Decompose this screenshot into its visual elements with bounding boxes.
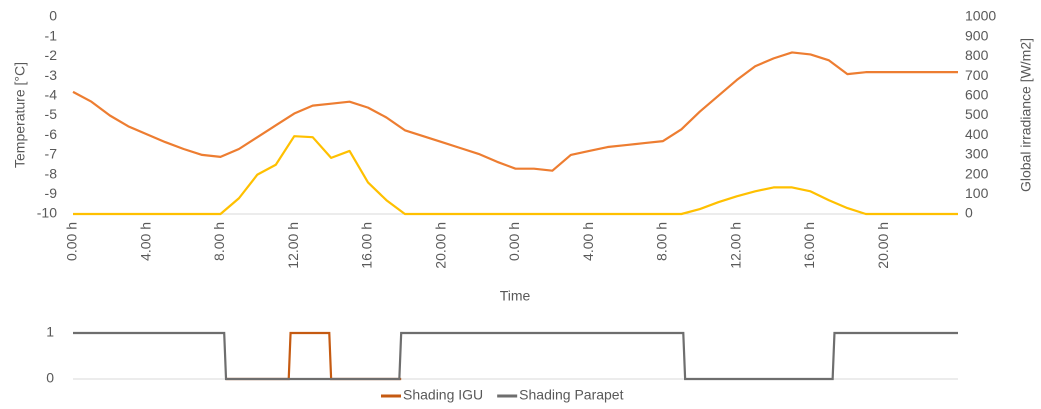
legend-label: Shading IGU [403, 387, 483, 403]
y-tick-label: -3 [45, 67, 58, 83]
y2-axis-title: Global irradiance [W/m2] [1018, 38, 1034, 192]
y2-tick-label: 800 [965, 47, 989, 63]
y-tick-label: -4 [45, 87, 58, 103]
x-tick-label: 12.00 h [727, 222, 743, 269]
y2-tick-label: 500 [965, 106, 989, 122]
data-line [73, 135, 958, 216]
x-tick-label: 4.00 h [580, 222, 596, 261]
y2-tick-label: 0 [965, 205, 973, 221]
y2-tick-label: 300 [965, 146, 989, 162]
x-tick-label: 16.00 h [801, 222, 817, 269]
y-tick-label: -8 [45, 165, 58, 181]
x-tick-label: 0.00 h [506, 222, 522, 261]
y2-tick-label: 200 [965, 165, 989, 181]
y-tick-label: 0 [49, 8, 57, 24]
y-axis-title: Temperature [°C] [12, 62, 28, 168]
y-tick-label: 0 [46, 370, 54, 386]
y-tick-label: -5 [45, 106, 58, 122]
legend-label: Shading Parapet [519, 387, 623, 403]
y2-tick-label: 600 [965, 87, 989, 103]
y-tick-label: -10 [37, 205, 57, 221]
y-tick-label: 1 [46, 324, 54, 340]
y-tick-label: -1 [45, 27, 58, 43]
y-tick-label: -7 [45, 146, 58, 162]
data-line [73, 331, 958, 381]
x-tick-label: 20.00 h [432, 222, 448, 269]
x-tick-label: 20.00 h [875, 222, 891, 269]
data-line [226, 331, 402, 381]
y-tick-label: -9 [45, 185, 58, 201]
y2-tick-label: 1000 [965, 8, 996, 24]
y-tick-label: -2 [45, 47, 58, 63]
x-tick-label: 8.00 h [211, 222, 227, 261]
x-tick-label: 8.00 h [654, 222, 670, 261]
y2-tick-label: 400 [965, 126, 989, 142]
x-tick-label: 12.00 h [285, 222, 301, 269]
x-tick-label: 16.00 h [359, 222, 375, 269]
y2-tick-label: 700 [965, 67, 989, 83]
x-tick-label: 4.00 h [137, 222, 153, 261]
x-axis-title: Time [500, 288, 531, 304]
data-line [72, 51, 958, 172]
y2-tick-label: 100 [965, 185, 989, 201]
y2-tick-label: 900 [965, 27, 989, 43]
y-tick-label: -6 [45, 126, 58, 142]
x-tick-label: 0.00 h [64, 222, 80, 261]
